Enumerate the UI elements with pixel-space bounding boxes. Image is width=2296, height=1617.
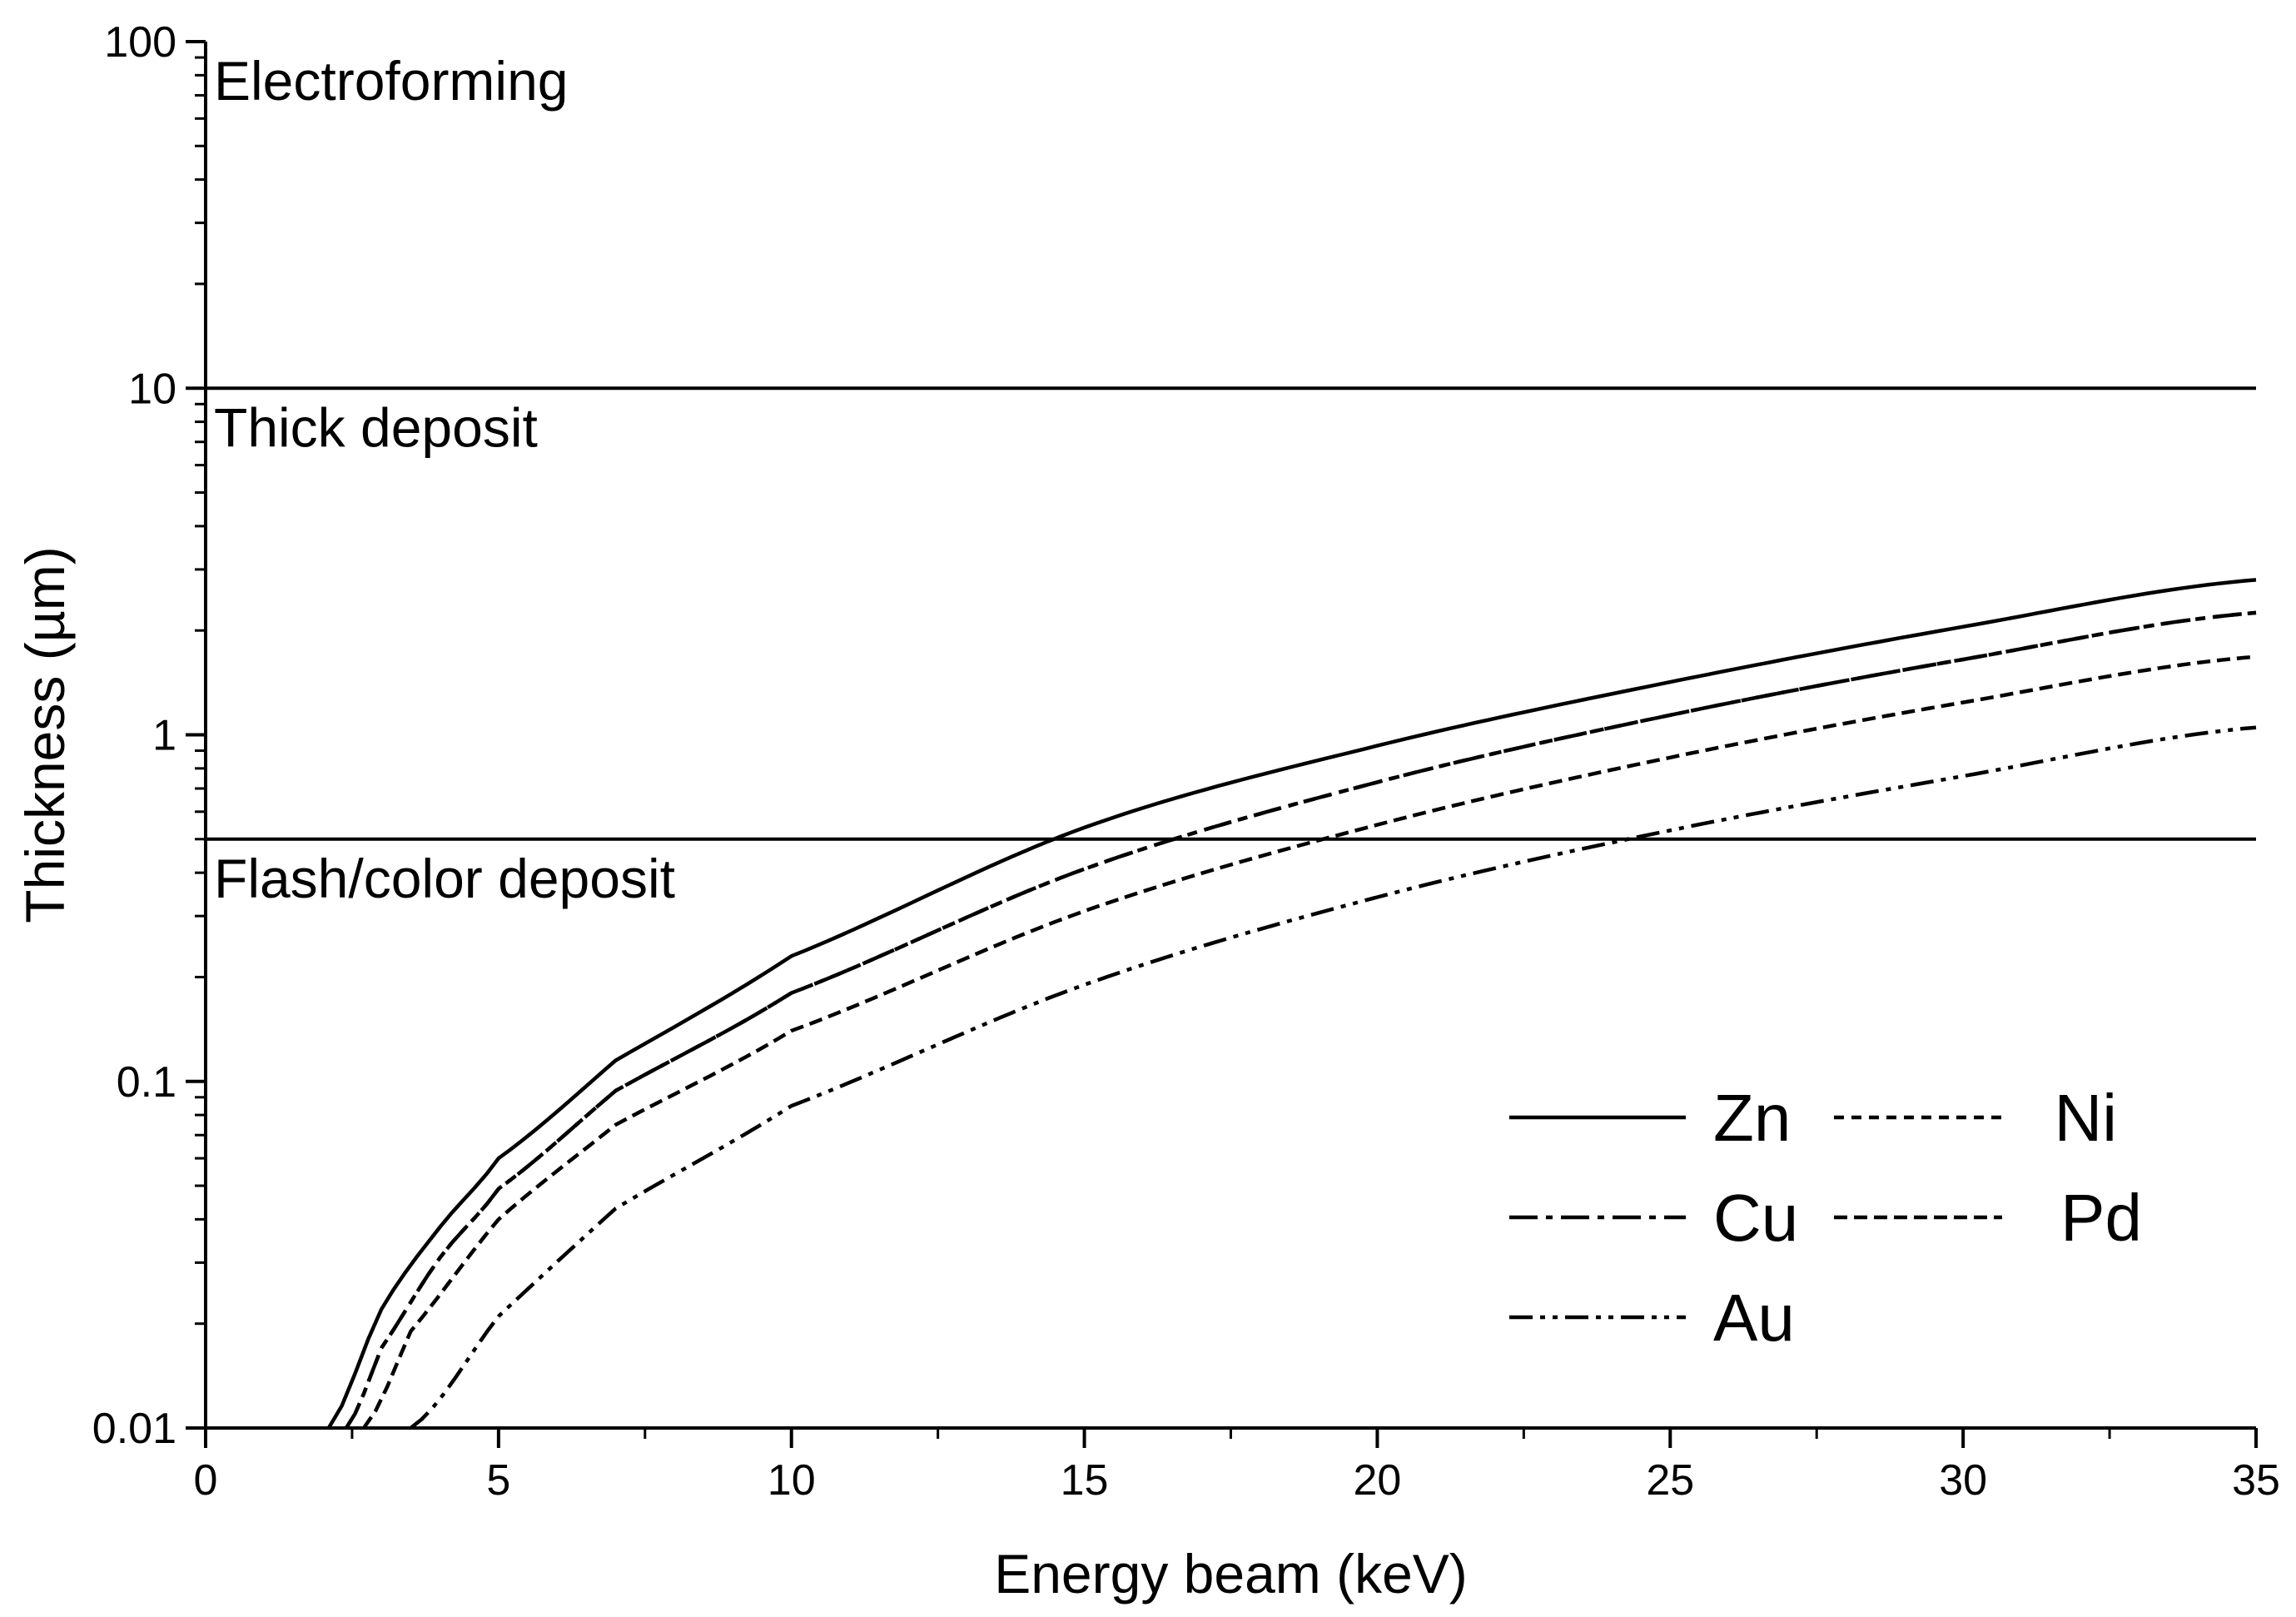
series-line-pd (362, 654, 2257, 1430)
y-tick-label-1: 0.1 (117, 1058, 176, 1107)
series-line-au (409, 725, 2257, 1430)
x-tick-label-3: 15 (1061, 1456, 1109, 1505)
legend: Zn Ni Cu Pd Au (1509, 1081, 2142, 1355)
region-labels: Electroforming Thick deposit Flash/color d… (214, 50, 675, 909)
x-tick-label-6: 30 (1939, 1456, 1987, 1505)
region-label-2: Flash/color deposit (214, 848, 675, 909)
x-tick-label-1: 5 (486, 1456, 510, 1505)
series-line-zn (326, 578, 2257, 1430)
legend-label-zn: Zn (1713, 1081, 1791, 1155)
y-tick-label-2: 1 (152, 712, 176, 760)
region-label-0: Electroforming (214, 50, 569, 112)
series-lines (326, 578, 2257, 1430)
series-line-ni (344, 610, 2257, 1430)
y-tick-label-0: 0.01 (92, 1405, 176, 1453)
x-tick-label-2: 10 (768, 1456, 816, 1505)
x-axis-title: Energy beam (keV) (994, 1543, 1468, 1605)
axes: 0 5 10 15 20 25 30 35 0.01 0.1 1 10 100 (92, 18, 2280, 1505)
y-axis-title: Thickness (µm) (14, 546, 76, 923)
x-tick-label-7: 35 (2232, 1456, 2280, 1505)
x-tick-label-5: 25 (1646, 1456, 1694, 1505)
reference-lines (206, 386, 2256, 841)
legend-label-pd: Pd (2060, 1181, 2142, 1255)
x-tick-label-4: 20 (1354, 1456, 1402, 1505)
legend-label-au: Au (1713, 1281, 1795, 1355)
y-tick-label-3: 10 (128, 365, 176, 413)
region-label-1: Thick deposit (214, 396, 538, 458)
x-tick-label-0: 0 (194, 1456, 218, 1505)
legend-label-cu: Cu (1713, 1181, 1798, 1255)
legend-label-ni: Ni (2054, 1081, 2117, 1155)
series-line-cu (344, 610, 2257, 1430)
y-tick-label-4: 100 (104, 18, 176, 67)
